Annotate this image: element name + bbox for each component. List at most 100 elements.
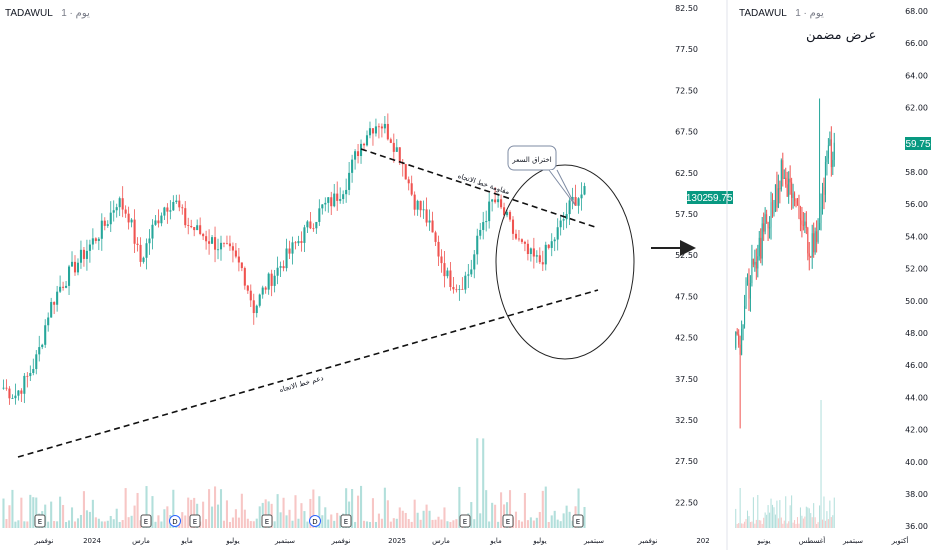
candle-body xyxy=(550,241,553,248)
candle-body xyxy=(748,279,750,299)
volume-bar xyxy=(172,489,175,528)
left-interval[interactable]: 1 · يوم xyxy=(61,8,90,19)
candle-body xyxy=(109,212,112,225)
candle-body xyxy=(500,199,503,208)
candle-body xyxy=(517,238,521,240)
volume-bar xyxy=(829,500,831,528)
candle-body xyxy=(270,273,273,286)
volume-bar xyxy=(780,517,782,528)
candle-body xyxy=(267,273,270,290)
candle-body xyxy=(166,207,169,212)
left-y-tick: 27.50 xyxy=(675,457,698,466)
candle-body xyxy=(240,262,243,269)
volume-bar xyxy=(193,497,196,528)
volume-bar xyxy=(181,512,184,528)
candle-body xyxy=(342,194,345,200)
volume-bar xyxy=(216,504,220,528)
candle-body xyxy=(739,344,741,355)
volume-bar xyxy=(362,520,366,528)
candle-body xyxy=(345,189,348,195)
resistance-trendline xyxy=(360,148,599,229)
left-x-tick: سبتمبر xyxy=(274,537,295,545)
candle-body xyxy=(371,128,375,134)
volume-bar xyxy=(62,504,65,528)
candle-body xyxy=(452,287,455,290)
left-x-tick: سبتمبر xyxy=(583,537,604,545)
volume-bar xyxy=(434,519,437,528)
volume-bar xyxy=(14,521,17,528)
volume-bar xyxy=(823,496,825,528)
candle-body xyxy=(503,207,506,216)
candle-body xyxy=(315,221,318,229)
volume-bar xyxy=(26,521,29,528)
volume-bar xyxy=(739,488,741,528)
candle-body xyxy=(795,201,797,204)
volume-bar xyxy=(526,520,529,528)
candle-body xyxy=(148,238,151,244)
volume-bar xyxy=(742,523,744,528)
candle-body xyxy=(213,237,217,250)
volume-bar xyxy=(491,502,494,528)
left-symbol[interactable]: TADAWUL xyxy=(5,8,53,19)
candle-body xyxy=(47,317,50,326)
candle-body xyxy=(59,286,62,292)
volume-bar xyxy=(523,492,526,528)
volume-bar xyxy=(796,517,799,528)
volume-bar xyxy=(130,515,133,528)
right-y-tick: 68.00 xyxy=(905,7,928,16)
candle-body xyxy=(544,244,547,265)
right-interval[interactable]: 1 · يوم xyxy=(795,8,824,19)
candle-body xyxy=(526,243,529,255)
volume-bar xyxy=(380,518,383,528)
left-y-tick: 32.50 xyxy=(675,416,698,425)
volume-bar xyxy=(70,507,74,528)
candle-body xyxy=(771,202,774,214)
candle-body xyxy=(440,256,443,264)
earnings-marker-label: E xyxy=(193,518,197,526)
earnings-marker xyxy=(340,514,352,528)
candle-body xyxy=(160,215,163,224)
candle-body xyxy=(829,139,831,146)
volume-bar xyxy=(431,519,434,528)
candle-body xyxy=(359,143,363,157)
volume-bar xyxy=(535,517,538,528)
support-label: دعم خط الاتجاه xyxy=(278,374,324,394)
volume-bar xyxy=(401,510,404,528)
earnings-marker-label: E xyxy=(576,518,580,526)
volume-bar xyxy=(324,507,327,528)
volume-bar xyxy=(789,505,791,528)
volume-bar xyxy=(568,511,571,528)
candle-body xyxy=(386,123,389,140)
volume-bar xyxy=(35,497,38,528)
candle-body xyxy=(529,248,532,255)
volume-bar xyxy=(814,517,816,528)
candle-body xyxy=(785,177,787,185)
volume-bar xyxy=(50,501,53,528)
candle-body xyxy=(85,250,88,259)
volume-bar xyxy=(746,510,749,528)
right-candles xyxy=(735,98,835,429)
candle-body xyxy=(761,223,763,259)
candle-body xyxy=(377,126,380,128)
candle-body xyxy=(29,372,32,377)
volume-bar xyxy=(333,520,336,528)
candle-body xyxy=(303,227,306,243)
volume-bar xyxy=(583,506,586,528)
volume-bar xyxy=(151,496,154,528)
volume-bar xyxy=(556,519,559,528)
candle-body xyxy=(264,287,267,290)
volume-bar xyxy=(264,499,267,528)
right-x-tick: سبتمبر xyxy=(842,537,863,545)
candle-body xyxy=(826,158,828,162)
candle-body xyxy=(488,201,491,222)
candle-body xyxy=(389,139,392,143)
candle-body xyxy=(494,199,497,203)
volume-bar xyxy=(240,493,243,528)
right-symbol[interactable]: TADAWUL xyxy=(739,8,787,19)
volume-bar xyxy=(761,523,763,528)
candle-body xyxy=(300,241,303,243)
candle-body xyxy=(181,207,184,209)
candle-body xyxy=(751,258,753,284)
volume-bar xyxy=(541,490,544,528)
